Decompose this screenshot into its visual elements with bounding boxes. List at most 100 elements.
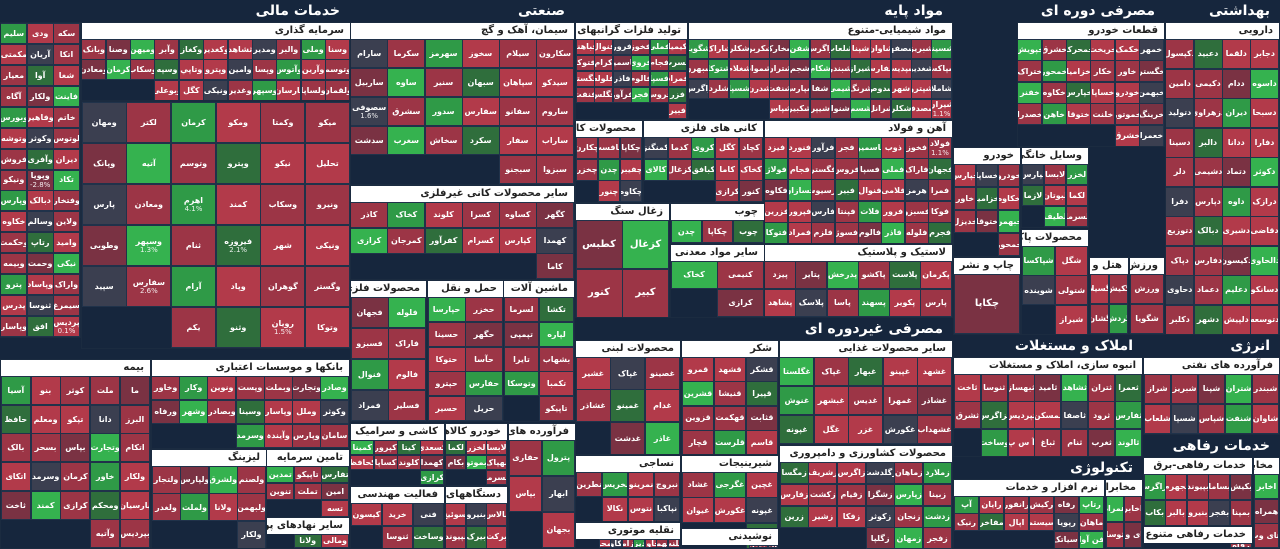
stock-tile[interactable]: ختوقا xyxy=(1066,103,1091,126)
stock-tile[interactable]: کفرآور xyxy=(424,227,463,254)
stock-tile[interactable]: وبیمه xyxy=(1,253,28,275)
stock-tile[interactable]: حآسا xyxy=(465,346,503,372)
stock-tile[interactable]: سپاهان xyxy=(498,68,537,97)
stock-tile[interactable]: شمواد xyxy=(748,59,770,79)
stock-tile[interactable]: بنیرو xyxy=(1186,499,1209,525)
stock-tile[interactable]: تکشا xyxy=(539,297,574,322)
stock-tile[interactable]: آپ xyxy=(954,496,979,514)
stock-tile[interactable]: ولملت xyxy=(180,493,209,522)
stock-tile[interactable]: ومالی xyxy=(321,534,349,548)
stock-tile[interactable]: خرینگ xyxy=(1139,103,1164,126)
stock-tile[interactable]: دتماد xyxy=(1221,157,1251,187)
stock-tile[interactable]: پردیس 0.1% xyxy=(53,316,80,337)
stock-tile[interactable]: فخوز xyxy=(904,137,929,159)
stock-tile[interactable]: نپاکبا xyxy=(654,496,680,521)
stock-tile[interactable]: شنوا xyxy=(829,99,851,119)
stock-tile[interactable]: امین xyxy=(321,483,349,500)
stock-tile[interactable]: فگلس xyxy=(594,87,613,103)
stock-tile[interactable]: تاپیکو xyxy=(293,466,322,483)
stock-tile[interactable]: خاور xyxy=(1114,60,1140,83)
stock-tile[interactable]: چدن xyxy=(671,220,702,243)
stock-tile[interactable]: زکوثر xyxy=(865,505,895,528)
stock-tile[interactable]: کرمان xyxy=(105,59,131,81)
stock-tile[interactable]: شغدیر xyxy=(910,59,932,79)
stock-tile[interactable]: چکارن xyxy=(576,137,598,159)
stock-tile[interactable]: کگهر xyxy=(536,202,574,228)
stock-tile[interactable]: شوینده xyxy=(1022,275,1055,306)
stock-tile[interactable]: وکغدیر xyxy=(203,39,229,60)
stock-tile[interactable]: فیزد xyxy=(765,137,789,159)
stock-tile[interactable]: فجهان xyxy=(928,158,952,181)
stock-tile[interactable]: فپنتا xyxy=(834,200,859,223)
stock-tile[interactable]: زدشت xyxy=(923,505,952,528)
stock-tile[interactable]: قپیرا xyxy=(746,381,778,407)
stock-tile[interactable]: خموتور xyxy=(1114,103,1140,126)
stock-tile[interactable]: خلنت xyxy=(668,539,680,548)
stock-tile[interactable]: غچین xyxy=(746,472,778,498)
stock-tile[interactable]: پاسا xyxy=(826,289,859,317)
stock-tile[interactable]: کرازی xyxy=(717,289,764,317)
stock-tile[interactable]: ثمسکن xyxy=(1034,401,1062,430)
stock-tile[interactable]: فتوکا xyxy=(576,55,595,71)
stock-tile[interactable]: خمحور xyxy=(598,539,611,548)
stock-tile[interactable]: دکوثر xyxy=(1250,157,1279,187)
stock-tile[interactable]: خدیزل xyxy=(954,210,976,233)
stock-tile[interactable]: های وب xyxy=(1254,523,1279,548)
stock-tile[interactable]: وآتیه xyxy=(90,519,121,548)
stock-tile[interactable]: شکربن xyxy=(748,39,770,59)
stock-tile[interactable]: غشهداب xyxy=(917,415,952,444)
stock-tile[interactable]: ولتجار xyxy=(152,466,181,494)
stock-tile[interactable]: چکاوه xyxy=(620,180,642,202)
stock-tile[interactable]: قمرو xyxy=(682,357,714,382)
stock-tile[interactable]: وبورس xyxy=(1,106,28,128)
stock-tile[interactable]: دلپیش xyxy=(1221,304,1251,334)
stock-tile[interactable]: شفا xyxy=(809,79,831,99)
stock-tile[interactable]: شیمی xyxy=(829,79,851,99)
stock-tile[interactable]: بجهرم xyxy=(1165,474,1188,500)
stock-tile[interactable]: رایان xyxy=(979,496,1004,514)
stock-tile[interactable]: ثغرب xyxy=(1088,428,1116,456)
stock-tile[interactable]: فجر xyxy=(834,137,859,159)
stock-tile[interactable]: سبهان xyxy=(461,68,500,97)
stock-tile[interactable]: فرآور xyxy=(612,87,632,103)
stock-tile[interactable]: کرام xyxy=(594,55,613,71)
stock-tile[interactable]: پلاسک xyxy=(795,289,828,317)
stock-tile[interactable]: زشگزا xyxy=(865,483,895,506)
stock-tile[interactable]: کخاک xyxy=(671,261,718,289)
stock-tile[interactable]: کگل xyxy=(178,79,204,100)
stock-tile[interactable]: خریخت xyxy=(1090,39,1116,61)
stock-tile[interactable]: فولاد 1.1% xyxy=(928,137,952,159)
stock-tile[interactable]: شپاکسا xyxy=(931,59,952,79)
stock-tile[interactable]: فرسیوس xyxy=(811,179,836,202)
stock-tile[interactable]: بنیرو xyxy=(465,503,487,526)
stock-tile[interactable]: فروس xyxy=(834,158,859,181)
stock-tile[interactable]: دشهر xyxy=(1193,304,1223,334)
stock-tile[interactable]: فنفت xyxy=(576,87,595,103)
stock-tile[interactable]: معیار xyxy=(1,64,28,86)
stock-tile[interactable]: پکرمان xyxy=(920,261,952,289)
stock-tile[interactable]: شسینا xyxy=(931,39,952,59)
stock-tile[interactable]: فجهان xyxy=(351,297,389,328)
stock-tile[interactable]: شلعاب xyxy=(1144,404,1171,434)
stock-tile[interactable]: غشیر xyxy=(576,357,611,390)
stock-tile[interactable]: دلقما xyxy=(1221,39,1251,69)
stock-tile[interactable]: گشان xyxy=(1090,304,1109,334)
stock-tile[interactable]: وپاسار xyxy=(1,316,28,337)
stock-tile[interactable]: شاملا xyxy=(931,79,952,99)
stock-tile[interactable]: فالوم xyxy=(857,221,882,243)
stock-tile[interactable]: بهپاک xyxy=(486,455,507,470)
stock-tile[interactable]: حسینا xyxy=(428,321,466,347)
stock-tile[interactable]: سصوفی 1.6% xyxy=(351,97,389,126)
stock-tile[interactable]: فاذر xyxy=(612,71,632,87)
stock-tile[interactable]: وسنا xyxy=(325,39,350,60)
stock-tile[interactable]: وتوکا xyxy=(305,307,350,348)
stock-tile[interactable]: فلات xyxy=(857,200,882,223)
stock-tile[interactable]: خکار xyxy=(1090,60,1116,83)
stock-tile[interactable]: وپسا xyxy=(251,59,277,81)
stock-tile[interactable]: کسرام xyxy=(461,227,500,254)
stock-tile[interactable]: شسپا xyxy=(728,79,750,99)
stock-tile[interactable]: وصادر xyxy=(320,376,349,400)
stock-tile[interactable]: غپاک xyxy=(813,357,849,386)
stock-tile[interactable]: شگویا xyxy=(689,39,710,59)
stock-tile[interactable]: تپکو xyxy=(60,404,91,434)
